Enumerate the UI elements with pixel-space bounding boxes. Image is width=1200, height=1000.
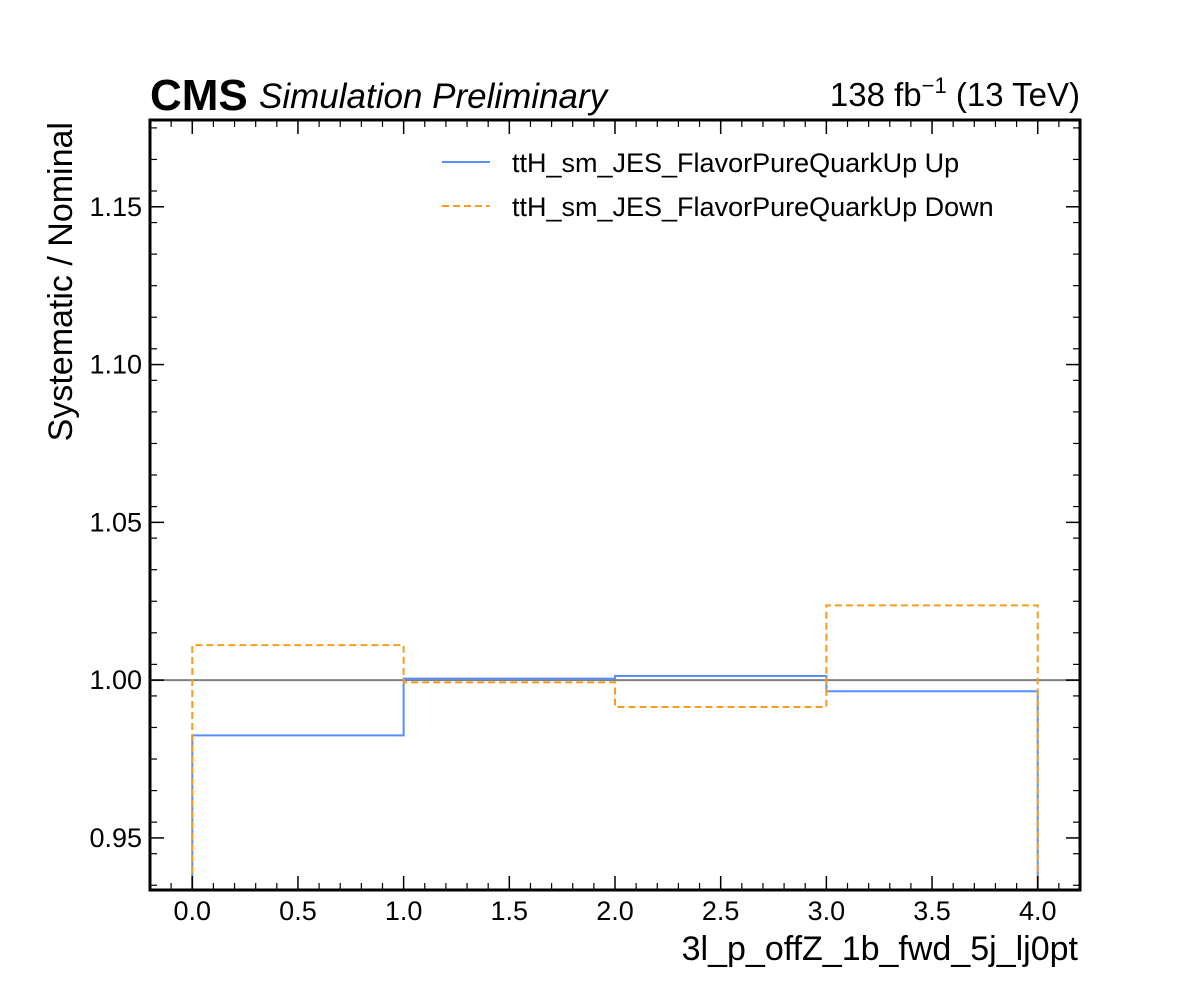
- legend-label-2: ttH_sm_JES_FlavorPureQuarkUp Down: [512, 192, 994, 222]
- legend: ttH_sm_JES_FlavorPureQuarkUp Up ttH_sm_JE…: [442, 148, 994, 222]
- experiment-label: CMS: [150, 71, 248, 120]
- status-label: Simulation Preliminary: [259, 77, 610, 116]
- x-tick-label: 3.0: [808, 896, 846, 926]
- x-tick-label: 4.0: [1019, 896, 1057, 926]
- y-axis-title: Systematic / Nominal: [42, 122, 80, 441]
- series-layer: [151, 604, 1079, 889]
- y-tick-label: 1.05: [89, 507, 142, 537]
- x-tick-label: 1.5: [491, 896, 529, 926]
- series-line-1: [191, 675, 1039, 889]
- x-tick-label: 1.0: [385, 896, 423, 926]
- y-tick-label: 1.00: [89, 665, 142, 695]
- y-tick-label: 0.95: [89, 823, 142, 853]
- x-tick-label: 2.5: [702, 896, 740, 926]
- x-axis-title: 3l_p_offZ_1b_fwd_5j_lj0pt: [682, 930, 1079, 968]
- x-tick-label: 2.0: [596, 896, 634, 926]
- x-tick-label: 3.5: [913, 896, 951, 926]
- header: CMS Simulation Preliminary 138 fb−1 (13 …: [150, 71, 1080, 120]
- x-tick-label: 0.5: [279, 896, 317, 926]
- y-tick-label: 1.10: [89, 350, 142, 380]
- plot-frame: [148, 118, 1082, 892]
- series-line-2: [191, 604, 1039, 889]
- y-tick-label: 1.15: [89, 192, 142, 222]
- legend-label-1: ttH_sm_JES_FlavorPureQuarkUp Up: [512, 148, 959, 178]
- tick-layer: 0.0 0.5 1.0 1.5 2.0 2.5 3.0 3.5 4.0 0.95 1.00 1.05 1…: [89, 120, 1081, 926]
- x-tick-label: 0.0: [173, 896, 211, 926]
- lumi-label: 138 fb−1 (13 TeV): [830, 73, 1080, 113]
